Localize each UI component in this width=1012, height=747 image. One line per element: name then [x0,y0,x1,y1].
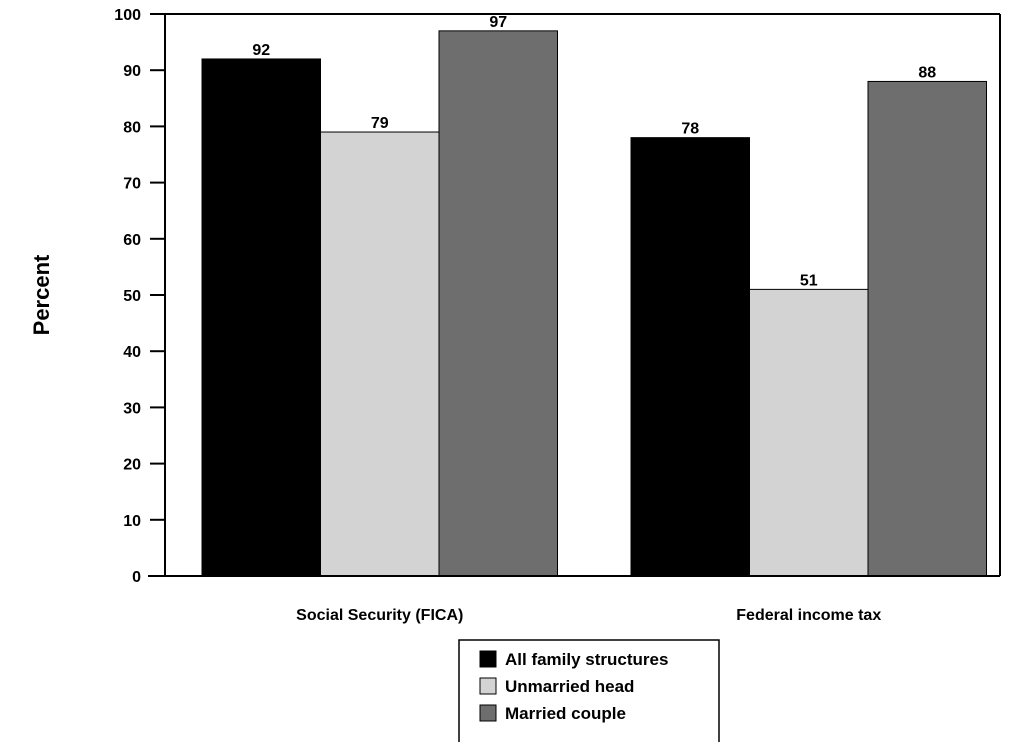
bar-unmarried-head [320,131,440,577]
legend-label: Married couple [505,704,626,723]
bar-all-family-structures [630,137,750,577]
x-category-label: Federal income tax [736,607,881,624]
legend-label: All family structures [505,650,668,669]
y-tick-label: 20 [123,457,141,474]
bar-married-couple [438,30,558,577]
data-label: 51 [800,272,818,289]
y-tick-label: 10 [123,513,141,530]
legend: All family structures Unmarried head Marri… [458,639,720,742]
data-label: 88 [918,64,936,81]
bar-married-couple [867,80,987,577]
y-tick-label: 90 [123,63,141,80]
legend-box [458,639,720,742]
data-label: 97 [489,14,507,31]
x-category-label: Social Security (FICA) [296,607,463,624]
data-label: 92 [252,42,270,59]
y-tick-label: 60 [123,232,141,249]
plot-area: 0 10 20 30 40 50 60 70 80 90 100 92 78 79 51 97 88 Social… [114,7,1001,624]
y-tick-label: 80 [123,119,141,136]
bar-all-family-structures [201,58,321,577]
data-label: 79 [371,115,389,132]
y-tick-label: 50 [123,288,141,305]
y-axis-label: Percent [29,254,54,335]
y-tick-label: 70 [123,176,141,193]
legend-swatch [479,677,497,695]
data-label: 78 [681,121,699,138]
y-tick-label: 0 [132,569,141,586]
legend-swatch [479,704,497,722]
bar-unmarried-head [749,288,869,577]
legend-label: Unmarried head [505,677,634,696]
y-tick-label: 40 [123,344,141,361]
y-tick-label: 30 [123,400,141,417]
y-tick-label: 100 [114,7,141,24]
legend-swatch [479,650,497,668]
